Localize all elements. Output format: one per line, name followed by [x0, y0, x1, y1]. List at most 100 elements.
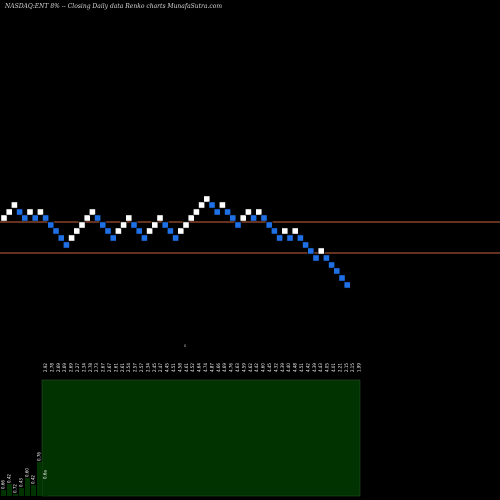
- price-label: 4.51: [299, 363, 304, 372]
- price-label: 2.57: [139, 363, 144, 372]
- renko-brick: [52, 227, 60, 235]
- renko-brick: [31, 214, 39, 222]
- price-label: 2.54: [126, 363, 131, 372]
- price-label: 4.59: [241, 363, 246, 372]
- price-label: 4.43: [318, 363, 323, 372]
- price-label: 4.51: [171, 363, 176, 372]
- marker-label: s: [184, 343, 186, 348]
- renko-brick: [36, 208, 44, 216]
- price-label: 4.48: [293, 363, 298, 372]
- renko-brick: [239, 214, 247, 222]
- price-label: 4.74: [203, 363, 208, 372]
- volume-bar: [1, 490, 6, 496]
- price-label: 2.47: [158, 363, 163, 372]
- renko-brick: [47, 221, 55, 229]
- renko-brick: [312, 254, 320, 262]
- volume-label: 0.42: [7, 474, 12, 483]
- price-label: 2.69: [56, 363, 61, 372]
- renko-brick: [307, 247, 315, 255]
- price-label: 4.61: [184, 363, 189, 372]
- price-label: 2.67: [107, 363, 112, 372]
- price-label: 2.27: [75, 363, 80, 372]
- renko-brick: [255, 208, 263, 216]
- price-label: 1.99: [357, 363, 362, 372]
- renko-brick: [291, 227, 299, 235]
- renko-brick: [146, 227, 153, 235]
- renko-brick: [177, 227, 185, 235]
- renko-brick: [208, 201, 216, 209]
- volume-label: 0.76: [37, 452, 42, 461]
- chart-title: NASDAQ:ENT 8% -- Closing Daily data Renk…: [4, 3, 222, 10]
- price-label: 2.67: [101, 363, 106, 372]
- renko-brick: [234, 221, 242, 229]
- volume-bar: [31, 485, 36, 496]
- renko-brick: [94, 214, 101, 222]
- price-label: 4.39: [312, 363, 317, 372]
- price-label: 4.01: [331, 363, 336, 372]
- volume-label: 0.66: [1, 480, 6, 489]
- price-label: 2.61: [120, 363, 125, 372]
- renko-brick: [328, 261, 335, 269]
- price-label: 2.15: [344, 363, 349, 372]
- renko-brick: [62, 241, 70, 249]
- renko-brick: [130, 221, 138, 229]
- renko-brick: [104, 227, 112, 235]
- renko-brick: [333, 267, 341, 275]
- renko-brick: [167, 227, 174, 235]
- volume-panel: [41, 379, 361, 497]
- renko-brick: [161, 221, 169, 229]
- renko-brick: [16, 208, 23, 216]
- renko-brick: [78, 221, 86, 229]
- price-label: 4.45: [267, 363, 272, 372]
- renko-brick: [270, 227, 278, 235]
- volume-label: 0.6a: [43, 470, 48, 479]
- price-label-row: 2.92 2.78 2.69 2.69 2.69 2.27 2.34 2.78 2.73 2.67…: [43, 363, 362, 372]
- volume-bar: [37, 462, 42, 496]
- volume-bars: 0.660.420.720.430.600.420.760.6a: [1, 452, 48, 496]
- renko-brick: [5, 208, 13, 216]
- price-label: 2.73: [94, 363, 99, 372]
- price-label: 4.87: [209, 363, 214, 372]
- volume-label: 0.60: [25, 468, 30, 477]
- renko-brick: [286, 234, 294, 242]
- renko-brick: [21, 214, 29, 222]
- renko-brick: [109, 234, 117, 242]
- price-label: 2.78: [49, 363, 54, 372]
- price-label: 4.45: [165, 363, 170, 372]
- renko-brick: [182, 221, 190, 229]
- renko-brick: [156, 214, 164, 222]
- renko-brick: [296, 234, 304, 242]
- renko-brick: [115, 227, 122, 235]
- renko-brick: [125, 214, 133, 222]
- volume-bar: [43, 480, 48, 496]
- price-label: 2.69: [69, 363, 74, 372]
- price-label: 2.92: [43, 363, 48, 372]
- renko-brick: [57, 234, 65, 242]
- price-label: 4.52: [190, 363, 195, 372]
- renko-brick: [250, 214, 257, 222]
- renko-brick: [187, 214, 195, 222]
- price-label: 2.15: [350, 363, 355, 372]
- price-label: 4.40: [286, 363, 291, 372]
- renko-brick: [99, 221, 107, 229]
- volume-label: 0.43: [19, 478, 24, 487]
- price-label: 4.42: [254, 363, 259, 372]
- renko-brick: [42, 214, 49, 222]
- price-label: 2.21: [337, 363, 342, 372]
- renko-brick: [135, 227, 143, 235]
- renko-brick: [26, 208, 34, 216]
- renko-brick: [213, 208, 221, 216]
- price-label: 4.42: [305, 363, 310, 372]
- volume-bar: [7, 484, 12, 496]
- renko-bricks: [0, 195, 351, 289]
- renko-brick: [0, 214, 8, 222]
- price-label: 4.39: [280, 363, 285, 372]
- renko-brick: [317, 247, 325, 255]
- price-label: 4.32: [273, 363, 278, 372]
- renko-brick: [141, 234, 148, 242]
- renko-brick: [11, 201, 18, 209]
- price-label: 2.78: [88, 363, 93, 372]
- renko-brick: [343, 281, 351, 289]
- price-label: 4.76: [229, 363, 234, 372]
